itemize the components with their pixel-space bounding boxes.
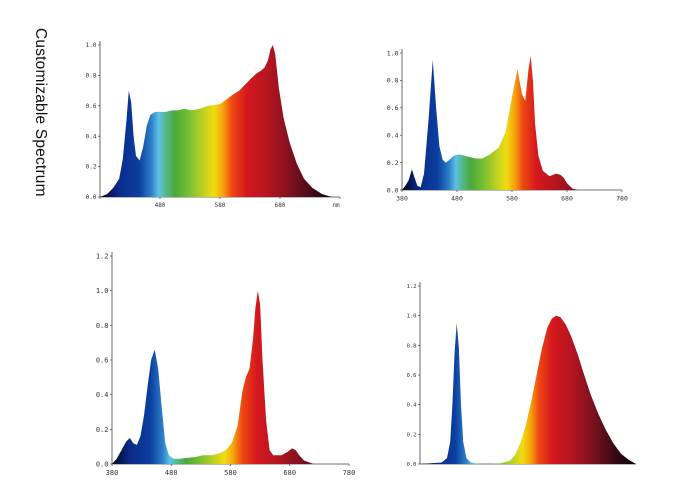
x-tick-label: 680 bbox=[283, 469, 296, 477]
y-tick-label: 0.8 bbox=[407, 343, 417, 349]
y-tick-label: 1.2 bbox=[407, 284, 417, 290]
y-tick-label: 0.2 bbox=[96, 426, 109, 434]
y-tick-label: 0.2 bbox=[387, 159, 399, 167]
x-tick-label: 580 bbox=[506, 195, 518, 203]
x-tick-label: 580 bbox=[224, 469, 237, 477]
y-tick-label: 0.2 bbox=[407, 432, 417, 438]
x-tick-label: nm bbox=[332, 202, 340, 209]
y-tick-label: 0.0 bbox=[86, 194, 97, 201]
y-tick-label: 0.4 bbox=[96, 391, 109, 399]
x-tick-label: 580 bbox=[215, 202, 226, 209]
y-tick-label: 0.8 bbox=[86, 73, 97, 80]
y-tick-label: 0.4 bbox=[86, 133, 97, 140]
x-tick-label: 780 bbox=[343, 469, 356, 477]
spectrum-area bbox=[402, 55, 578, 191]
x-tick-label: 380 bbox=[396, 195, 408, 203]
x-tick-label: 380 bbox=[106, 469, 119, 477]
y-tick-label: 0.2 bbox=[86, 164, 97, 171]
y-tick-label: 1.0 bbox=[86, 42, 97, 49]
x-tick-label: 680 bbox=[275, 202, 286, 209]
y-tick-label: 0.0 bbox=[387, 186, 399, 194]
y-tick-label: 0.8 bbox=[96, 322, 109, 330]
spectrum-area bbox=[112, 290, 314, 464]
y-tick-label: 0.4 bbox=[407, 403, 418, 409]
x-tick-label: 480 bbox=[165, 469, 178, 477]
x-tick-label: 680 bbox=[561, 195, 573, 203]
y-tick-label: 0.0 bbox=[96, 460, 109, 468]
y-tick-label: 0.6 bbox=[387, 104, 399, 112]
y-tick-label: 0.4 bbox=[387, 131, 399, 139]
y-tick-label: 0.0 bbox=[407, 462, 417, 468]
y-tick-label: 0.6 bbox=[407, 373, 417, 379]
y-tick-label: 1.0 bbox=[387, 49, 399, 57]
x-tick-label: 780 bbox=[616, 195, 628, 203]
y-tick-label: 1.0 bbox=[96, 287, 109, 295]
y-tick-label: 0.8 bbox=[387, 77, 399, 85]
x-tick-label: 480 bbox=[451, 195, 463, 203]
spectrum-area bbox=[100, 45, 334, 197]
spectrum-area bbox=[420, 315, 636, 464]
y-tick-label: 0.6 bbox=[96, 356, 109, 364]
y-tick-label: 1.2 bbox=[96, 252, 109, 260]
y-tick-label: 1.0 bbox=[407, 314, 417, 320]
y-tick-label: 0.6 bbox=[86, 103, 97, 110]
x-tick-label: 480 bbox=[155, 202, 166, 209]
